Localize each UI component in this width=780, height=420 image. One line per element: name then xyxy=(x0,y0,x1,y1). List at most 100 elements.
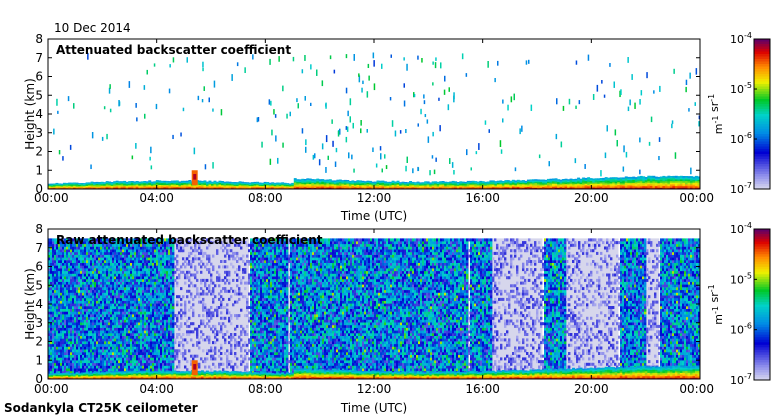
y-tick-label: 0 xyxy=(35,372,43,386)
y-tick-label: 3 xyxy=(35,316,43,330)
colorbar-segment xyxy=(754,249,770,253)
colorbar-segment xyxy=(754,329,770,333)
colorbar-segment xyxy=(754,347,770,351)
x-tick-label: 08:00 xyxy=(248,191,283,205)
colorbar-segment xyxy=(754,161,770,165)
colorbar-tick-label: 10-7 xyxy=(730,372,752,387)
colorbar-segment xyxy=(754,319,770,323)
colorbar-segment xyxy=(754,317,770,321)
colorbar-segment xyxy=(754,337,770,341)
y-tick-label: 1 xyxy=(35,353,43,367)
colorbar-segment xyxy=(754,146,770,150)
colorbar-segment xyxy=(754,312,770,316)
colorbar-segment xyxy=(754,304,770,308)
convective-core xyxy=(193,364,197,370)
colorbar-segment xyxy=(754,86,770,90)
y-tick-label: 2 xyxy=(35,335,43,349)
colorbar-segment xyxy=(754,299,770,303)
y-tick-label: 5 xyxy=(35,278,43,292)
x-tick-label: 16:00 xyxy=(465,382,500,396)
colorbar-segment xyxy=(754,114,770,117)
colorbar-segment xyxy=(754,314,770,318)
panel-title: Raw attenuated backscatter coefficient xyxy=(56,233,323,247)
colorbar-segment xyxy=(754,54,770,57)
colorbar-segment xyxy=(754,327,770,331)
colorbar-segment xyxy=(754,372,770,376)
colorbar-segment xyxy=(754,286,770,290)
colorbar-segment xyxy=(754,104,770,107)
colorbar-segment xyxy=(754,234,770,237)
y-axis-label: Height (km) xyxy=(23,78,37,149)
colorbar-segment xyxy=(754,251,770,255)
x-tick-label: 00:00 xyxy=(679,191,714,205)
colorbar-segment xyxy=(754,264,770,268)
colorbar-segment xyxy=(754,41,770,45)
colorbar-segment xyxy=(754,111,770,115)
colorbar-segment xyxy=(754,186,770,190)
y-tick-label: 8 xyxy=(35,222,43,236)
boundary-layer-band xyxy=(48,365,701,380)
colorbar-segment xyxy=(754,244,770,248)
x-tick-label: 00:00 xyxy=(34,191,69,205)
colorbar-segment xyxy=(754,169,770,172)
colorbar-segment xyxy=(754,266,770,270)
colorbar-segment xyxy=(754,377,770,381)
colorbar-segment xyxy=(754,302,770,305)
colorbar-segment xyxy=(754,46,770,50)
colorbar-segment xyxy=(754,106,770,110)
x-tick-label: 20:00 xyxy=(574,191,609,205)
colorbar-tick-label: 10-4 xyxy=(730,221,752,236)
colorbar-segment xyxy=(754,269,770,273)
colorbar-segment xyxy=(754,49,770,52)
colorbar-segment xyxy=(754,149,770,152)
instrument-label: Sodankyla CT25K ceilometer xyxy=(4,401,198,415)
colorbar-segment xyxy=(754,66,770,70)
colorbar-segment xyxy=(754,332,770,336)
y-axis-label: Height (km) xyxy=(23,268,37,339)
colorbar-segment xyxy=(754,76,770,80)
colorbar-segment xyxy=(754,174,770,177)
quiet-interval xyxy=(287,238,290,379)
colorbar-segment xyxy=(754,294,770,298)
colorbar-segment xyxy=(754,324,770,328)
colorbar-tick-label: 10-4 xyxy=(730,31,752,46)
colorbar-segment xyxy=(754,116,770,120)
colorbar-segment xyxy=(754,74,770,77)
colorbar-segment xyxy=(754,181,770,185)
colorbar-segment xyxy=(754,239,770,243)
colorbar-segment xyxy=(754,259,770,263)
colorbar-segment xyxy=(754,141,770,145)
x-axis-label: Time (UTC) xyxy=(340,209,407,223)
x-tick-label: 16:00 xyxy=(465,191,500,205)
colorbar-segment xyxy=(754,119,770,122)
x-axis-label: Time (UTC) xyxy=(340,401,407,415)
colorbar-segment xyxy=(754,274,770,278)
colorbar-segment xyxy=(754,61,770,65)
y-tick-label: 1 xyxy=(35,163,43,177)
colorbar-segment xyxy=(754,136,770,140)
colorbar-segment xyxy=(754,284,770,288)
colorbar-segment xyxy=(754,144,770,147)
x-tick-label: 08:00 xyxy=(248,382,283,396)
convective-core xyxy=(193,174,197,180)
x-tick-label: 04:00 xyxy=(139,382,174,396)
colorbar-tick-label: 10-5 xyxy=(730,271,752,286)
colorbar-segment xyxy=(754,344,770,348)
x-tick-label: 20:00 xyxy=(574,382,609,396)
colorbar-segment xyxy=(754,231,770,235)
x-tick-label: 12:00 xyxy=(357,382,392,396)
colorbar-segment xyxy=(754,179,770,182)
colorbar-segment xyxy=(754,176,770,180)
colorbar-segment xyxy=(754,229,770,232)
colorbar-segment xyxy=(754,279,770,283)
colorbar-segment xyxy=(754,131,770,135)
heatmap-panel-1 xyxy=(47,38,701,190)
colorbar-segment xyxy=(754,94,770,97)
colorbar-tick-label: 10-7 xyxy=(730,181,752,196)
colorbar xyxy=(753,228,771,381)
colorbar-segment xyxy=(754,364,770,368)
colorbar-segment xyxy=(754,309,770,313)
colorbar-unit-label: m-1 sr-1 xyxy=(707,94,725,134)
y-tick-label: 0 xyxy=(35,182,43,196)
